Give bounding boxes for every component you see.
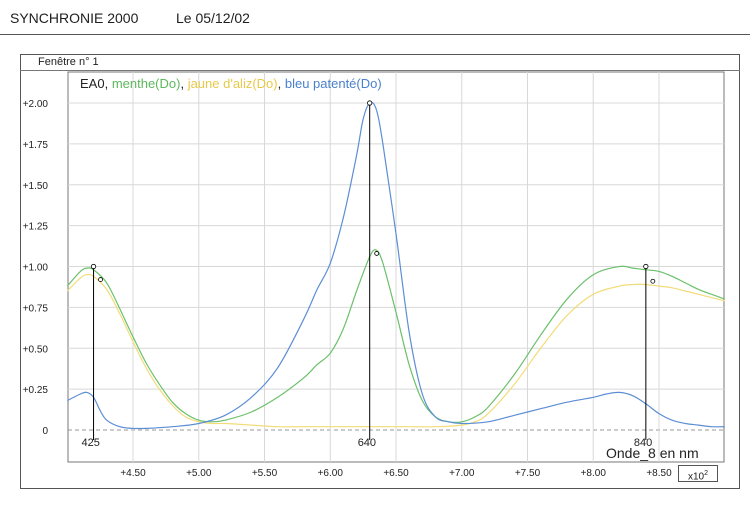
x-tick-label: +5.50 [252,468,278,479]
peak-label-640: 640 [357,437,377,449]
report-date: Le 05/12/02 [176,10,250,26]
peak-label-425: 425 [81,437,100,449]
peak-marker-dot [643,263,649,270]
legend-item-jaune: jaune d'aliz(Do) [187,76,278,91]
y-tick-label: +0.75 [23,303,49,314]
legend-item-bleu: bleu patenté(Do) [284,76,382,91]
x-tick-label: +6.50 [383,468,409,479]
series-line-bleu [67,101,725,430]
legend-prefix: EA0 [80,76,105,91]
x-tick-label: +7.50 [515,468,541,479]
y-tick-label: +1.25 [23,222,49,233]
window-title-divider [20,70,740,71]
x-tick-label: +4.50 [120,468,146,479]
y-tick-label: +2.00 [23,99,49,110]
y-tick-label: 0 [42,426,48,437]
x-tick-label: +8.00 [581,468,607,479]
peak-annotation-dot [98,277,103,282]
y-tick-label: +1.75 [23,140,49,151]
header-divider [0,34,750,35]
app-title: SYNCHRONIE 2000 [10,10,139,26]
peak-marker-dot [90,263,97,270]
x-tick-label: +8.50 [646,468,672,479]
y-tick-label: +1.00 [23,263,49,274]
chart-window [20,54,740,489]
x-axis-label: Onde_8 en nm [606,445,699,461]
peak-annotation-dot [374,251,380,256]
series-line-menthe [66,249,726,423]
peak-label-840: 840 [633,437,653,449]
x-tick-label: +5.00 [186,468,212,479]
x-axis-multiplier: x102 [678,465,718,482]
legend-separator: , [104,76,112,91]
legend-item-menthe: menthe(Do) [111,76,181,91]
y-tick-label: +0.50 [23,344,49,355]
peak-marker-dot [367,100,373,106]
x-tick-label: +7.00 [449,468,475,479]
window-title: Fenêtre n° 1 [38,56,99,68]
x-tick-label: +6.00 [318,468,344,479]
legend: EA0, menthe(Do), jaune d'aliz(Do), bleu … [80,76,382,91]
y-tick-label: +1.50 [23,181,49,192]
legend-separator: , [180,76,188,91]
peak-annotation-dot [650,278,656,284]
y-tick-label: +0.25 [23,385,49,396]
x-multiplier-base: x10 [687,471,705,483]
legend-separator: , [277,76,285,91]
x-multiplier-exponent: 2 [704,470,709,477]
